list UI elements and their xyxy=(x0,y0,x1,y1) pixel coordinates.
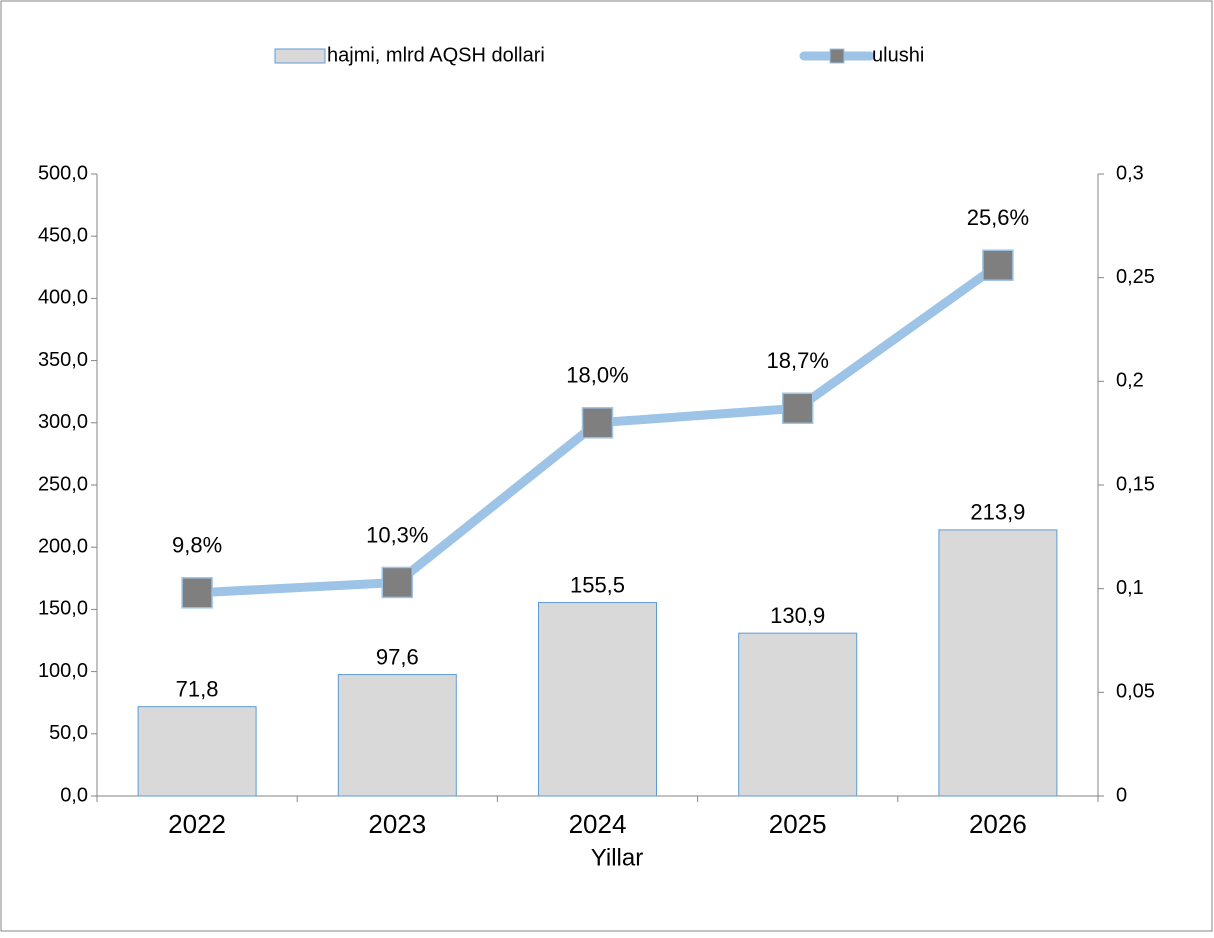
marker xyxy=(381,566,414,599)
y2-tick-label: 0,1 xyxy=(1116,577,1144,599)
data-label: 9,8% xyxy=(172,533,222,558)
data-label: 213,9 xyxy=(970,500,1025,525)
y-tick-label: 250,0 xyxy=(38,473,88,495)
legend-label: ulushi xyxy=(872,44,924,66)
y-tick-label: 0,0 xyxy=(60,784,88,806)
data-label: 71,8 xyxy=(176,676,219,701)
bar xyxy=(137,706,257,797)
y-tick-label: 100,0 xyxy=(38,660,88,682)
x-tick-label: 2022 xyxy=(168,809,226,839)
legend-marker xyxy=(829,48,845,64)
data-label: 18,0% xyxy=(566,363,628,388)
y2-tick-label: 0,15 xyxy=(1116,473,1155,495)
marker xyxy=(781,392,814,425)
y-tick-label: 150,0 xyxy=(38,598,88,620)
y-tick-label: 350,0 xyxy=(38,349,88,371)
y-tick-label: 450,0 xyxy=(38,224,88,246)
y-tick-label: 300,0 xyxy=(38,411,88,433)
x-tick-label: 2023 xyxy=(368,809,426,839)
marker xyxy=(181,577,213,609)
data-label: 97,6 xyxy=(376,644,419,669)
bar xyxy=(337,674,457,797)
bar xyxy=(938,529,1058,797)
y2-tick-label: 0,2 xyxy=(1116,370,1144,392)
data-label: 18,7% xyxy=(767,348,829,373)
y-tick-label: 200,0 xyxy=(38,535,88,557)
data-label: 10,3% xyxy=(366,522,428,547)
x-tick-label: 2026 xyxy=(969,809,1027,839)
x-axis-label: Yillar xyxy=(591,844,643,871)
x-tick-label: 2025 xyxy=(769,809,827,839)
bar xyxy=(738,632,858,797)
y-tick-label: 500,0 xyxy=(38,162,88,184)
legend-swatch xyxy=(274,48,326,64)
data-label: 155,5 xyxy=(570,572,625,597)
marker xyxy=(581,407,614,439)
bar xyxy=(538,602,657,797)
legend-label: hajmi, mlrd AQSH dollari xyxy=(327,44,545,66)
y2-tick-label: 0,05 xyxy=(1116,681,1155,703)
y2-tick-label: 0,25 xyxy=(1116,266,1155,288)
marker xyxy=(982,249,1014,281)
y2-tick-label: 0,3 xyxy=(1116,162,1144,184)
x-tick-label: 2024 xyxy=(569,809,627,839)
y-tick-label: 400,0 xyxy=(38,287,88,309)
data-label: 25,6% xyxy=(967,205,1029,230)
y-tick-label: 50,0 xyxy=(49,722,88,744)
data-label: 130,9 xyxy=(770,603,825,628)
y2-tick-label: 0 xyxy=(1116,784,1127,806)
